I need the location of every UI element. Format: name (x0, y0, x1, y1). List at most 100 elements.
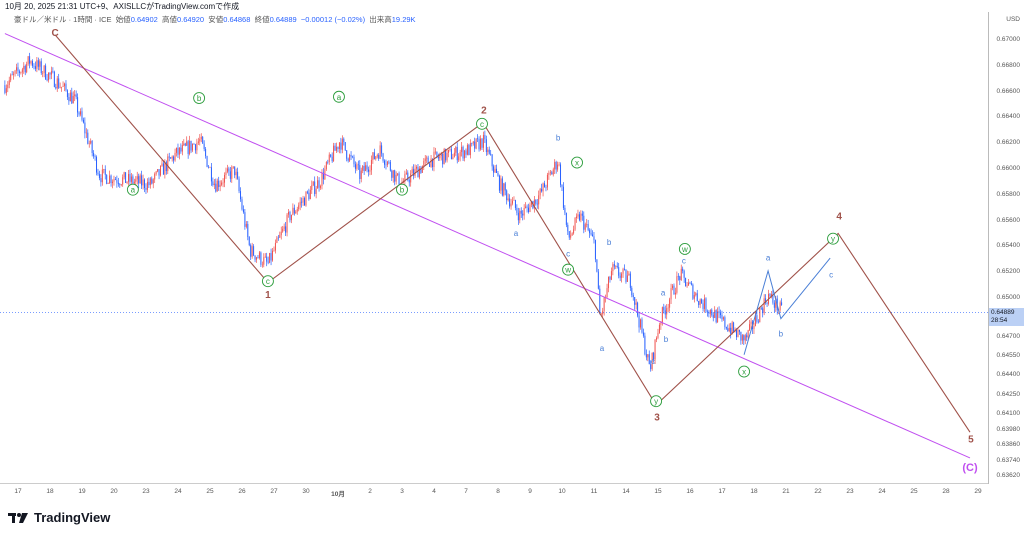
candle-body (216, 180, 218, 192)
candle-body (46, 79, 48, 81)
candle-body (487, 149, 489, 152)
candle-body (26, 63, 28, 73)
candle-body (609, 276, 611, 280)
candle-body (152, 179, 154, 184)
candle-body (488, 149, 490, 154)
date-tick: 20 (110, 488, 118, 495)
candle-body (312, 181, 314, 186)
candle-body (37, 60, 39, 67)
candle-body (170, 157, 172, 159)
candle-body (421, 165, 423, 173)
candle-body (514, 200, 516, 208)
candle-body (641, 319, 643, 333)
time-axis[interactable]: 17 18 19 20 23 24 25 26 27 30 10月 2 3 4 7 8 9 10 11 14 15 16 1… (0, 485, 988, 501)
candle-body (322, 172, 324, 180)
date-tick: 18 (750, 488, 758, 495)
candle-body (465, 150, 467, 155)
candle-body (720, 313, 722, 316)
price-tick: 0.64700 (996, 332, 1021, 340)
wave-label: 5 (968, 434, 974, 445)
candle-body (519, 210, 521, 221)
candle-body (728, 327, 730, 332)
candle-body (194, 144, 196, 151)
candle-body (171, 156, 173, 159)
candle-body (493, 166, 495, 173)
candle-body (411, 169, 413, 174)
candle-body (117, 182, 119, 185)
candle-body (756, 315, 758, 322)
candle-body (612, 264, 614, 272)
candle-body (205, 148, 207, 157)
candle-body (357, 164, 359, 166)
candle-body (385, 164, 387, 166)
candle-body (331, 156, 333, 162)
candle-body (327, 161, 329, 163)
candle-body (551, 172, 553, 175)
candle-body (554, 161, 556, 170)
candle-body (146, 181, 148, 190)
candle-body (114, 179, 116, 180)
candle-body (328, 154, 330, 163)
candle-body (157, 169, 159, 172)
candle-body (245, 223, 247, 227)
candle-body (477, 138, 479, 140)
price-axis[interactable]: USD 0.67000 0.66800 0.66600 0.66400 0.66200 0… (988, 12, 1024, 484)
candle-body (637, 302, 639, 316)
candle-body (741, 335, 743, 341)
candle-body (618, 267, 620, 276)
candle-body (693, 295, 695, 299)
label-text: w (681, 245, 688, 254)
candle-body (779, 302, 781, 310)
candle-body (240, 191, 242, 200)
candle-body (30, 61, 32, 64)
label-circle (678, 243, 691, 255)
date-tick: 25 (206, 488, 214, 495)
price-chart[interactable]: a b c a b c x w y w x y C 1 2 3 4 5 (C) b a c b a c a b c a b c (0, 12, 988, 484)
candle-body (306, 191, 308, 193)
candle-body (164, 162, 166, 175)
candle-body (133, 181, 135, 184)
candle-body (590, 233, 592, 235)
candle-body (459, 151, 461, 157)
subwave-label: b (556, 134, 561, 143)
candle-body (256, 257, 258, 260)
candle-body (272, 250, 274, 261)
candle-body (341, 138, 343, 150)
candle-body (17, 67, 19, 72)
currency-label: USD (1006, 16, 1020, 23)
candle-body (29, 56, 31, 64)
tradingview-logo: TradingView (8, 510, 110, 525)
candle-body (184, 143, 186, 146)
candle-body (218, 180, 220, 187)
price-tick: 0.65400 (996, 242, 1021, 250)
candle-body (128, 174, 130, 182)
candle-body (241, 199, 243, 210)
candle-body (753, 325, 755, 329)
candle-body (408, 179, 410, 183)
candle-body (640, 319, 642, 328)
subwave-label: a (600, 344, 605, 353)
candle-body (562, 186, 564, 208)
date-tick: 17 (14, 488, 22, 495)
candle-body (263, 257, 265, 265)
tradingview-logo-icon (8, 512, 28, 523)
candle-body (466, 145, 468, 155)
candle-body (384, 160, 386, 165)
candle-body (656, 337, 658, 340)
candle-body (597, 271, 599, 289)
candle-body (658, 324, 660, 333)
candle-body (714, 310, 716, 318)
symbol-info[interactable]: 豪ドル／米ドル · 1時間 · ICE (14, 15, 112, 24)
candle-body (593, 236, 595, 241)
candle-body (574, 218, 576, 230)
candle-body (576, 216, 578, 219)
candle-body (302, 198, 304, 203)
candle-body (692, 284, 694, 299)
candle-body (10, 74, 12, 81)
label-text: a (131, 186, 136, 195)
candle-body (586, 224, 588, 225)
candle-body (276, 237, 278, 243)
candle-body (372, 152, 374, 160)
candle-body (132, 176, 134, 184)
label-text: w (564, 266, 571, 275)
